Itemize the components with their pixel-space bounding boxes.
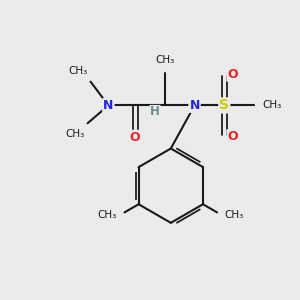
Text: CH₃: CH₃ (65, 129, 85, 139)
Text: CH₃: CH₃ (68, 66, 88, 76)
Text: O: O (130, 131, 140, 144)
Text: N: N (103, 99, 114, 112)
Text: CH₃: CH₃ (262, 100, 282, 110)
Text: CH₃: CH₃ (225, 210, 244, 220)
Text: CH₃: CH₃ (98, 210, 117, 220)
Text: N: N (189, 99, 200, 112)
Text: O: O (227, 68, 238, 81)
Text: CH₃: CH₃ (155, 55, 175, 65)
Text: S: S (219, 98, 229, 112)
Text: O: O (227, 130, 238, 143)
Text: H: H (150, 106, 160, 118)
